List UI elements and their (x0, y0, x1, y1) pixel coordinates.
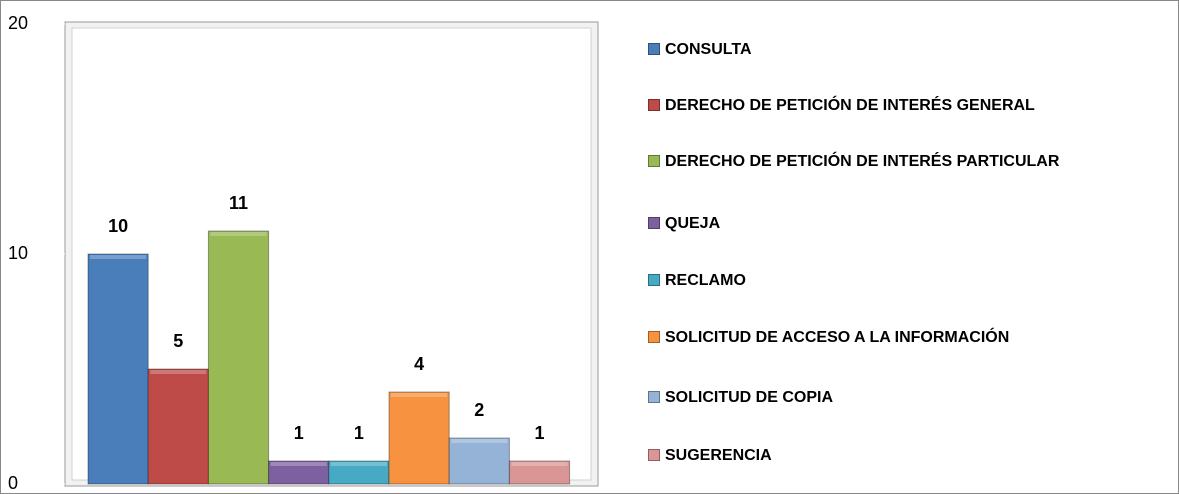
legend-label: DERECHO DE PETICIÓN DE INTERÉS PARTICULA… (665, 153, 1060, 170)
y-tick-label: 0 (8, 473, 18, 493)
legend-swatch (648, 99, 660, 111)
bar-highlight (150, 370, 207, 374)
legend-label: SOLICITUD DE COPIA (665, 389, 834, 406)
data-label: 1 (354, 423, 364, 443)
bar (87, 253, 149, 485)
legend-swatch (648, 217, 660, 229)
legend-label: SOLICITUD DE ACCESO A LA INFORMACIÓN (665, 329, 1010, 346)
data-label: 2 (474, 400, 484, 420)
legend-swatch (648, 449, 660, 461)
legend-label: SUGERENCIA (665, 447, 772, 464)
legend-item: RECLAMO (648, 271, 1077, 290)
bar-highlight (330, 462, 387, 466)
legend-item: QUEJA (648, 214, 1077, 233)
bar-highlight (511, 462, 568, 466)
legend-swatch (648, 155, 660, 167)
bar (508, 460, 571, 485)
legend-item: SOLICITUD DE COPIA (648, 388, 1077, 407)
legend-label: DERECHO DE PETICIÓN DE INTERÉS GENERAL (665, 97, 1035, 114)
data-label: 11 (229, 193, 248, 213)
y-tick-label: 20 (8, 13, 28, 33)
bar-highlight (451, 439, 508, 443)
data-label: 5 (173, 331, 183, 351)
data-label: 4 (414, 354, 424, 374)
bar (207, 230, 270, 485)
y-tick-label: 10 (8, 243, 28, 263)
bar-highlight (270, 462, 327, 466)
legend-label: RECLAMO (665, 272, 746, 289)
legend-swatch (648, 274, 660, 286)
legend-label: QUEJA (665, 215, 721, 232)
bar (147, 368, 209, 485)
legend-swatch (648, 331, 660, 343)
bar-highlight (210, 232, 267, 236)
legend-swatch (648, 391, 660, 403)
legend-item: DERECHO DE PETICIÓN DE INTERÉS GENERAL (648, 96, 1077, 115)
bar-highlight (90, 255, 147, 259)
bar (448, 437, 510, 485)
legend-item: CONSULTA (648, 40, 1077, 59)
bar (388, 391, 450, 485)
data-label: 1 (294, 423, 304, 443)
legend-swatch (648, 43, 660, 55)
legend-item: DERECHO DE PETICIÓN DE INTERÉS PARTICULA… (648, 152, 1077, 171)
legend-label: CONSULTA (665, 41, 752, 58)
bar-highlight (391, 393, 448, 397)
legend-item: SOLICITUD DE ACCESO A LA INFORMACIÓN (648, 328, 1077, 347)
data-label: 1 (534, 423, 544, 443)
legend-item: SUGERENCIA (648, 446, 1077, 465)
data-label: 10 (108, 216, 128, 236)
